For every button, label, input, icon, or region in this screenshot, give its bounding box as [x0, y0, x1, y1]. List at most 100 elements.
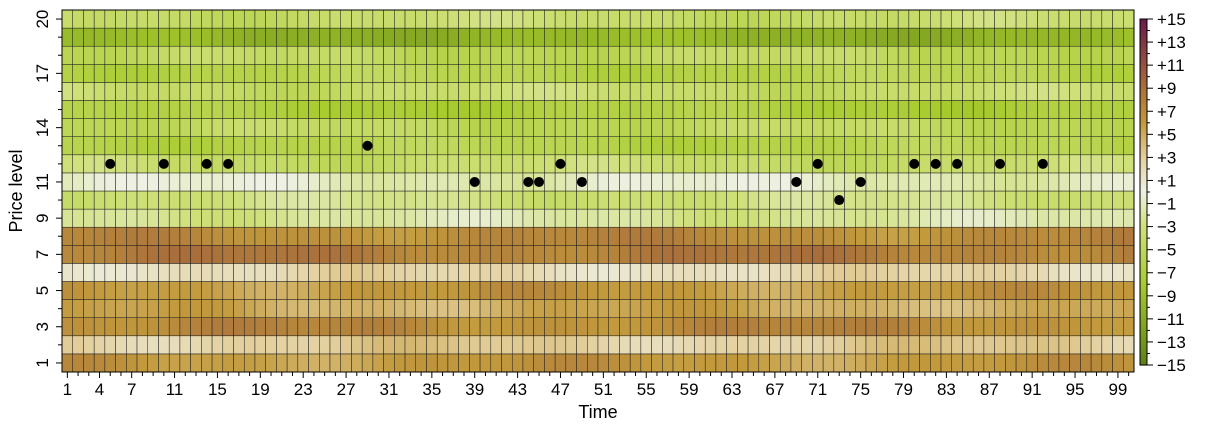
heatmap-cell [458, 317, 470, 337]
legend-label: −1 [1157, 195, 1176, 214]
heatmap-cell [629, 154, 642, 174]
heatmap-cell [951, 172, 963, 192]
heatmap-cell [297, 27, 309, 47]
heatmap-cell [629, 226, 642, 246]
heatmap-cell [179, 245, 191, 264]
heatmap-cell [544, 299, 556, 318]
data-point [909, 158, 920, 169]
heatmap-cell [951, 299, 963, 318]
heatmap-cell [587, 263, 599, 282]
heatmap-cell [683, 172, 695, 192]
heatmap-cell [651, 100, 663, 119]
heatmap-cell [1015, 118, 1028, 137]
legend-color-segment [1140, 313, 1147, 317]
heatmap-cell [565, 353, 577, 373]
heatmap-cell [758, 317, 770, 337]
heatmap-cell [576, 136, 588, 156]
heatmap-cell [104, 335, 116, 355]
heatmap-cell [511, 263, 524, 282]
heatmap-cell [683, 299, 695, 318]
heatmap-cell [597, 100, 609, 119]
heatmap-cell [919, 335, 931, 355]
legend-color-segment [1140, 99, 1147, 104]
x-tick-label: 83 [937, 380, 956, 399]
heatmap-cell [822, 82, 835, 101]
heatmap-cell [919, 353, 931, 373]
heatmap-cell [833, 281, 845, 300]
heatmap-cell [822, 190, 835, 210]
heatmap-cell [887, 335, 899, 355]
heatmap-cell [940, 245, 953, 264]
heatmap-cell [115, 281, 127, 300]
heatmap-cell [168, 299, 181, 318]
heatmap-cell [126, 317, 138, 337]
x-tick-label: 35 [422, 380, 441, 399]
legend-color-segment [1140, 180, 1147, 184]
heatmap-cell [1058, 190, 1070, 210]
heatmap-cell [940, 335, 953, 355]
heatmap-cell [319, 172, 331, 192]
legend-color-segment [1140, 186, 1147, 190]
heatmap-cell [726, 263, 738, 282]
heatmap-cell [243, 226, 256, 246]
legend-label: +7 [1157, 102, 1176, 121]
heatmap-cell [469, 335, 481, 355]
heatmap-cell [544, 353, 556, 373]
heatmap-cell [158, 208, 170, 228]
heatmap-cell [1112, 118, 1124, 137]
heatmap-cell [404, 136, 417, 156]
heatmap-cell [351, 226, 363, 246]
heatmap-cell [501, 208, 513, 228]
heatmap-cell [501, 317, 513, 337]
heatmap-cell [758, 281, 770, 300]
heatmap-cell [779, 82, 792, 101]
heatmap-cell [651, 226, 663, 246]
heatmap-cell [340, 154, 352, 174]
heatmap-cell [715, 317, 727, 337]
heatmap-cell [1080, 27, 1092, 47]
heatmap-cell [844, 208, 856, 228]
heatmap-cell [490, 154, 502, 174]
heatmap-cell [629, 118, 642, 137]
heatmap-cell [426, 245, 438, 264]
heatmap-cell [361, 208, 374, 228]
heatmap-cell [769, 263, 781, 282]
heatmap-cell [190, 299, 202, 318]
heatmap-cell [1058, 45, 1070, 65]
heatmap-cell [801, 190, 813, 210]
heatmap-cell [179, 353, 191, 373]
heatmap-cell [608, 154, 620, 174]
heatmap-cell [801, 353, 813, 373]
heatmap-cell [1101, 172, 1113, 192]
heatmap-cell [533, 263, 545, 282]
legend-color-segment [1140, 356, 1147, 360]
heatmap-cell [308, 9, 320, 29]
heatmap-cell [940, 263, 953, 282]
heatmap-cell [147, 299, 159, 318]
heatmap-cell [265, 118, 277, 137]
heatmap-cell [962, 263, 974, 282]
heatmap-cell [1047, 136, 1060, 156]
heatmap-cell [554, 190, 567, 210]
legend-color-segment [1140, 76, 1147, 81]
heatmap-cell [790, 9, 802, 29]
heatmap-cell [790, 118, 802, 137]
heatmap-cell [790, 190, 802, 210]
heatmap-cell [887, 82, 899, 101]
heatmap-cell [1005, 45, 1017, 65]
heatmap-cell [737, 226, 749, 246]
heatmap-cell [747, 263, 760, 282]
heatmap-cell [222, 100, 234, 119]
heatmap-cell [951, 27, 963, 47]
heatmap-cell [426, 9, 438, 29]
heatmap-cell [222, 281, 234, 300]
heatmap-cell [651, 281, 663, 300]
heatmap-cell [351, 263, 363, 282]
heatmap-cell [908, 190, 920, 210]
heatmap-cell [372, 154, 384, 174]
x-axis: 1 4 7 11 15 19 23 27 31 35 39 43 47 51 55 59 63 67 71 75 79 8… [63, 372, 1130, 399]
data-point [105, 158, 116, 169]
heatmap-cell [104, 172, 116, 192]
heatmap-cell [361, 190, 374, 210]
heatmap-cell [361, 118, 374, 137]
